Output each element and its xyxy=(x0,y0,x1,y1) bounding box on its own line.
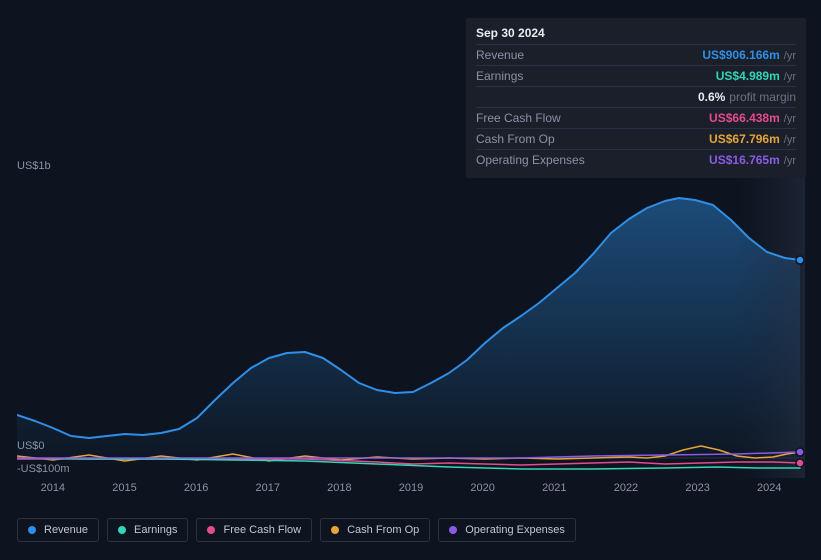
x-axis-tick: 2021 xyxy=(518,482,590,502)
x-axis-tick: 2023 xyxy=(662,482,734,502)
tooltip-metric-label: Cash From Op xyxy=(476,132,555,146)
x-axis-tick: 2016 xyxy=(160,482,232,502)
legend-dot-icon xyxy=(207,526,215,534)
x-axis: 2014201520162017201820192020202120222023… xyxy=(17,482,805,502)
tooltip-metric-value: US$906.166m xyxy=(702,48,779,62)
tooltip-row: Free Cash Flow US$66.438m/yr xyxy=(476,107,796,128)
series-end-marker xyxy=(796,256,804,264)
legend-item[interactable]: Cash From Op xyxy=(320,518,430,542)
tooltip-metric-value: US$66.438m xyxy=(709,111,780,125)
legend-item[interactable]: Revenue xyxy=(17,518,99,542)
chart-plot xyxy=(17,178,805,478)
legend-item[interactable]: Operating Expenses xyxy=(438,518,576,542)
x-axis-tick: 2024 xyxy=(733,482,805,502)
y-axis-tick: US$1b xyxy=(17,160,51,172)
tooltip-date: Sep 30 2024 xyxy=(476,26,796,44)
tooltip-suffix: /yr xyxy=(784,113,796,125)
legend-label: Earnings xyxy=(134,524,177,536)
legend-label: Operating Expenses xyxy=(465,524,565,536)
x-axis-tick: 2022 xyxy=(590,482,662,502)
chart-legend: Revenue Earnings Free Cash Flow Cash From O… xyxy=(17,518,576,542)
x-axis-tick: 2015 xyxy=(89,482,161,502)
legend-label: Free Cash Flow xyxy=(223,524,301,536)
legend-dot-icon xyxy=(449,526,457,534)
series-end-marker xyxy=(796,448,804,456)
tooltip-metric-value: US$4.989m xyxy=(716,69,780,83)
tooltip-metric-value: US$67.796m xyxy=(709,132,780,146)
legend-dot-icon xyxy=(28,526,36,534)
x-axis-tick: 2017 xyxy=(232,482,304,502)
tooltip-suffix: /yr xyxy=(784,134,796,146)
series-end-marker xyxy=(796,459,804,467)
tooltip-row: Revenue US$906.166m/yr xyxy=(476,44,796,65)
financials-chart[interactable]: US$1bUS$0-US$100m xyxy=(17,160,805,480)
x-axis-tick: 2014 xyxy=(17,482,89,502)
x-axis-tick: 2019 xyxy=(375,482,447,502)
data-tooltip: Sep 30 2024 RevenueUS$906.166m/yrEarning… xyxy=(466,18,806,178)
tooltip-row: Cash From Op US$67.796m/yr xyxy=(476,128,796,149)
tooltip-suffix: /yr xyxy=(784,50,796,62)
tooltip-metric-label: Earnings xyxy=(476,69,523,83)
legend-label: Cash From Op xyxy=(347,524,419,536)
tooltip-suffix: /yr xyxy=(784,71,796,83)
legend-dot-icon xyxy=(331,526,339,534)
legend-item[interactable]: Earnings xyxy=(107,518,188,542)
x-axis-tick: 2020 xyxy=(447,482,519,502)
tooltip-profit-margin: 0.6%profit margin xyxy=(476,86,796,107)
legend-label: Revenue xyxy=(44,524,88,536)
x-axis-tick: 2018 xyxy=(304,482,376,502)
tooltip-row: Earnings US$4.989m/yr xyxy=(476,65,796,86)
legend-item[interactable]: Free Cash Flow xyxy=(196,518,312,542)
tooltip-metric-label: Free Cash Flow xyxy=(476,111,561,125)
legend-dot-icon xyxy=(118,526,126,534)
tooltip-metric-label: Revenue xyxy=(476,48,524,62)
